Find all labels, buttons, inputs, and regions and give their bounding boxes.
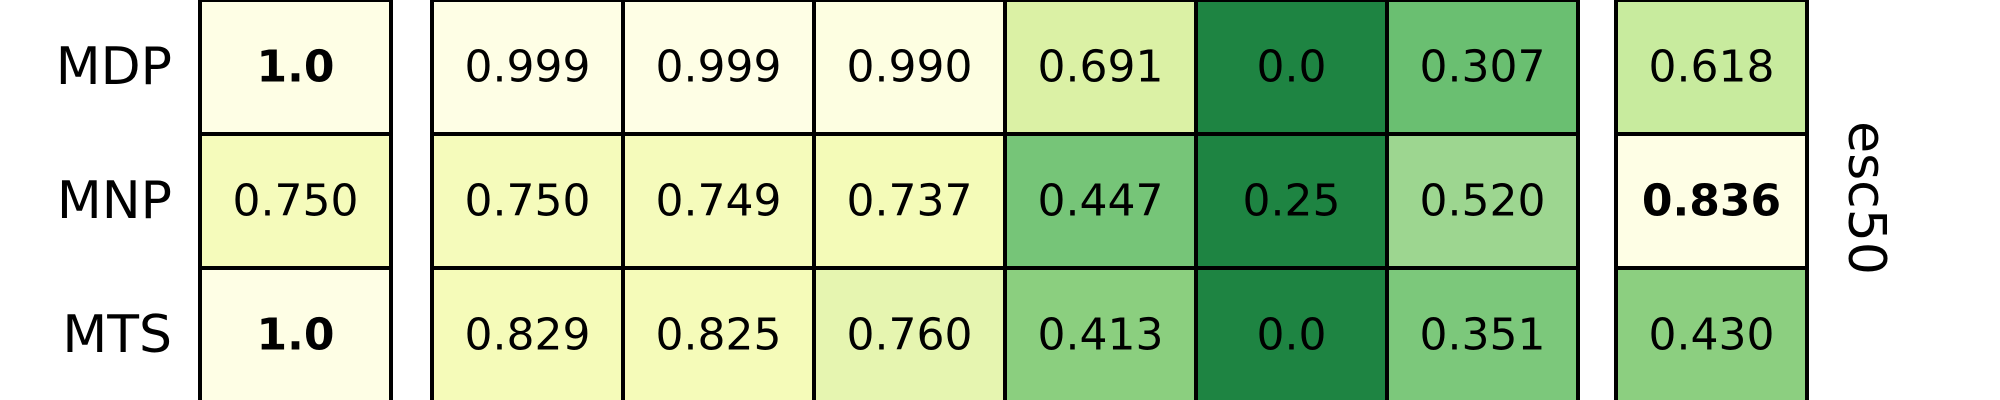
heatmap-cell-g1-r2-c5 (1385, 266, 1580, 400)
heatmap-value-g1-r1-c0: 0.750 (465, 176, 591, 227)
heatmap-cell-g0-r1-c0 (198, 132, 393, 270)
heatmap-value-g1-r2-c2: 0.760 (847, 310, 973, 361)
heatmap-cell-g2-r0-c0 (1614, 0, 1809, 136)
heatmap-value-g2-r0-c0: 0.618 (1649, 42, 1775, 93)
heatmap-value-g2-r2-c0: 0.430 (1649, 310, 1775, 361)
heatmap-value-g1-r2-c1: 0.825 (656, 310, 782, 361)
heatmap-cell-g1-r2-c2 (812, 266, 1007, 400)
heatmap-cell-g0-r2-c0 (198, 266, 393, 400)
heatmap-cell-g1-r2-c4 (1194, 266, 1389, 400)
heatmap-cell-g2-r2-c0 (1614, 266, 1809, 400)
heatmap-cell-g2-r1-c0 (1614, 132, 1809, 270)
heatmap-cell-g1-r2-c0 (430, 266, 625, 400)
row-label-mdp: MDP (56, 37, 172, 97)
heatmap-value-g1-r1-c2: 0.737 (847, 176, 973, 227)
heatmap-cells: 1.0 0.750 1.0 0.999 0.999 0.990 0.691 0.0 0.307 0… (198, 0, 1809, 400)
heatmap-cell-g1-r1-c4 (1194, 132, 1389, 270)
side-label: esc50 (1836, 121, 1896, 275)
heatmap-cell-g0-r0-c0 (198, 0, 393, 136)
heatmap-cell-g1-r2-c1 (621, 266, 816, 400)
heatmap-value-g1-r0-c2: 0.990 (847, 42, 973, 93)
heatmap-cell-g1-r1-c0 (430, 132, 625, 270)
heatmap-value-g1-r0-c0: 0.999 (465, 42, 591, 93)
heatmap-value-g1-r0-c5: 0.307 (1420, 42, 1546, 93)
heatmap-value-g1-r1-c3: 0.447 (1038, 176, 1164, 227)
heatmap-value-g1-r2-c4: 0.0 (1257, 310, 1327, 361)
heatmap-value-g1-r2-c5: 0.351 (1420, 310, 1546, 361)
heatmap-value-g0-r1-c0: 0.750 (233, 176, 359, 227)
heatmap-value-g1-r0-c3: 0.691 (1038, 42, 1164, 93)
heatmap-value-g1-r1-c4: 0.25 (1243, 176, 1341, 227)
heatmap-value-g1-r2-c3: 0.413 (1038, 310, 1164, 361)
heatmap-cell-g1-r0-c3 (1003, 0, 1198, 136)
heatmap-value-g1-r1-c1: 0.749 (656, 176, 782, 227)
heatmap-cell-g1-r1-c5 (1385, 132, 1580, 270)
row-label-mts: MTS (62, 305, 172, 365)
heatmap-value-g1-r2-c0: 0.829 (465, 310, 591, 361)
heatmap-cell-g1-r0-c4 (1194, 0, 1389, 136)
heatmap-value-g1-r0-c4: 0.0 (1257, 42, 1327, 93)
row-label-mnp: MNP (57, 171, 172, 231)
row-labels: MDP MNP MTS (56, 37, 172, 365)
heatmap-value-g0-r2-c0: 1.0 (257, 310, 335, 361)
heatmap-cell-g1-r0-c0 (430, 0, 625, 136)
heatmap-value-g1-r1-c5: 0.520 (1420, 176, 1546, 227)
heatmap-value-g2-r1-c0: 0.836 (1642, 176, 1781, 227)
heatmap-value-g0-r0-c0: 1.0 (257, 42, 335, 93)
heatmap-cell-g1-r1-c2 (812, 132, 1007, 270)
heatmap-cell-g1-r0-c5 (1385, 0, 1580, 136)
heatmap-value-g1-r0-c1: 0.999 (656, 42, 782, 93)
